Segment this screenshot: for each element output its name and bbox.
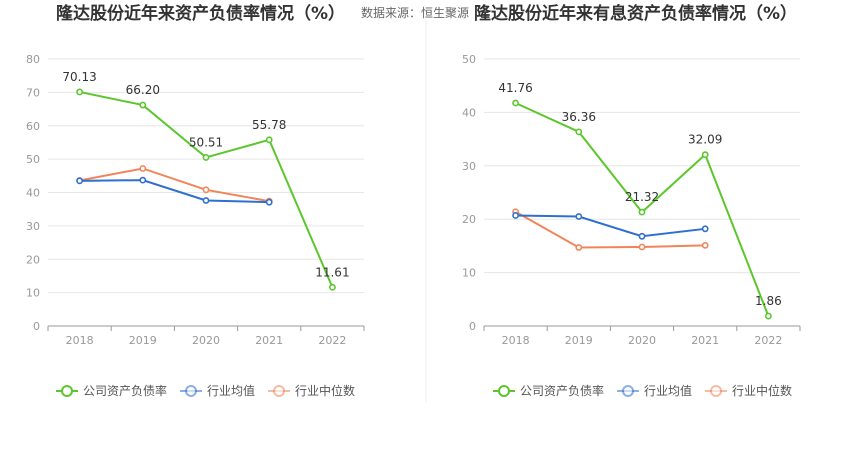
x-tick-label: 2022 bbox=[318, 334, 346, 347]
data-point bbox=[265, 136, 273, 144]
data-point bbox=[638, 232, 646, 240]
data-point bbox=[512, 99, 519, 107]
y-tick-label: 80 bbox=[26, 53, 40, 66]
data-point bbox=[139, 165, 147, 172]
y-tick-label: 10 bbox=[26, 287, 40, 300]
series-line bbox=[515, 210, 706, 249]
legend-label: 公司资产负债率 bbox=[520, 383, 604, 398]
data-label: 50.51 bbox=[189, 135, 223, 149]
data-point bbox=[265, 198, 273, 206]
x-tick-label: 2018 bbox=[66, 334, 94, 347]
y-tick-label: 40 bbox=[462, 106, 476, 119]
data-point bbox=[701, 151, 709, 159]
y-tick-label: 20 bbox=[462, 213, 476, 226]
data-label: 66.20 bbox=[126, 83, 160, 97]
data-label: 32.09 bbox=[688, 133, 722, 147]
data-label: 70.13 bbox=[62, 70, 96, 84]
data-point bbox=[76, 88, 83, 96]
y-tick-label: 10 bbox=[462, 267, 476, 280]
data-label: 36.36 bbox=[562, 110, 596, 124]
legend-marker bbox=[622, 385, 634, 397]
legend-marker bbox=[273, 385, 285, 397]
y-tick-label: 50 bbox=[462, 53, 476, 66]
data-point bbox=[765, 312, 772, 320]
data-point bbox=[139, 176, 147, 184]
source-text: 数据来源：恒生聚源 bbox=[361, 5, 469, 20]
legend-item[interactable]: 行业均值 bbox=[617, 383, 692, 398]
data-point bbox=[575, 213, 583, 220]
series-line bbox=[515, 214, 706, 238]
y-tick-label: 50 bbox=[26, 153, 40, 166]
data-label: 1.86 bbox=[755, 294, 782, 308]
legend-label: 公司资产负债率 bbox=[83, 383, 167, 398]
data-label: 11.61 bbox=[315, 265, 349, 279]
data-point bbox=[202, 154, 210, 161]
x-tick-label: 2019 bbox=[565, 334, 593, 347]
chart-title: 隆达股份近年来资产负债率情况（%） bbox=[56, 3, 345, 24]
x-tick-label: 2019 bbox=[129, 334, 157, 347]
y-tick-label: 70 bbox=[26, 86, 40, 99]
legend-marker bbox=[498, 385, 510, 397]
x-tick-label: 2020 bbox=[628, 334, 656, 347]
data-point bbox=[701, 225, 709, 233]
data-point bbox=[139, 101, 147, 109]
data-point bbox=[76, 177, 83, 185]
legend-label: 行业中位数 bbox=[732, 383, 792, 398]
legend-item[interactable]: 行业中位数 bbox=[268, 383, 355, 398]
data-point bbox=[328, 283, 336, 291]
data-point bbox=[202, 197, 210, 204]
legend-marker bbox=[185, 385, 197, 397]
chart-interest-bearing-liability-ratio: 隆达股份近年来有息资产负债率情况（%） 0 10 20 30 40 50 2018 2019 2… bbox=[462, 0, 850, 398]
legend-label: 行业中位数 bbox=[295, 383, 355, 398]
y-tick-label: 30 bbox=[462, 160, 476, 173]
data-point bbox=[638, 243, 646, 251]
y-tick-label: 0 bbox=[33, 320, 40, 333]
data-point bbox=[512, 212, 519, 219]
y-tick-label: 60 bbox=[26, 120, 40, 133]
data-point bbox=[575, 128, 583, 136]
data-point bbox=[202, 186, 210, 194]
y-tick-label: 40 bbox=[26, 187, 40, 200]
legend-label: 行业均值 bbox=[644, 383, 692, 398]
chart-title: 隆达股份近年来有息资产负债率情况（%） bbox=[474, 3, 797, 24]
series-line bbox=[79, 179, 270, 204]
x-tick-label: 2022 bbox=[754, 334, 782, 347]
y-tick-label: 0 bbox=[469, 320, 476, 333]
legend-marker bbox=[710, 385, 722, 397]
data-point bbox=[638, 208, 646, 216]
data-point bbox=[701, 241, 709, 249]
legend-item[interactable]: 行业中位数 bbox=[705, 383, 792, 398]
data-label: 55.78 bbox=[252, 118, 286, 132]
chart-liability-ratio: 隆达股份近年来资产负债率情况（%） 数据来源：恒生聚源 0 10 20 30 40 50 6… bbox=[26, 3, 469, 398]
legend-item[interactable]: 行业均值 bbox=[180, 383, 255, 398]
legend-item[interactable]: 公司资产负债率 bbox=[56, 383, 167, 398]
x-tick-label: 2020 bbox=[192, 334, 220, 347]
y-tick-label: 30 bbox=[26, 220, 40, 233]
x-tick-label: 2018 bbox=[502, 334, 530, 347]
data-label: 41.76 bbox=[498, 81, 532, 95]
legend-item[interactable]: 公司资产负债率 bbox=[493, 383, 604, 398]
y-tick-label: 20 bbox=[26, 253, 40, 266]
series-line bbox=[79, 167, 270, 203]
data-label: 21.32 bbox=[625, 190, 659, 204]
x-tick-label: 2021 bbox=[255, 334, 283, 347]
data-point bbox=[575, 244, 583, 251]
legend-marker bbox=[61, 385, 73, 397]
x-tick-label: 2021 bbox=[691, 334, 719, 347]
legend-label: 行业均值 bbox=[207, 383, 255, 398]
